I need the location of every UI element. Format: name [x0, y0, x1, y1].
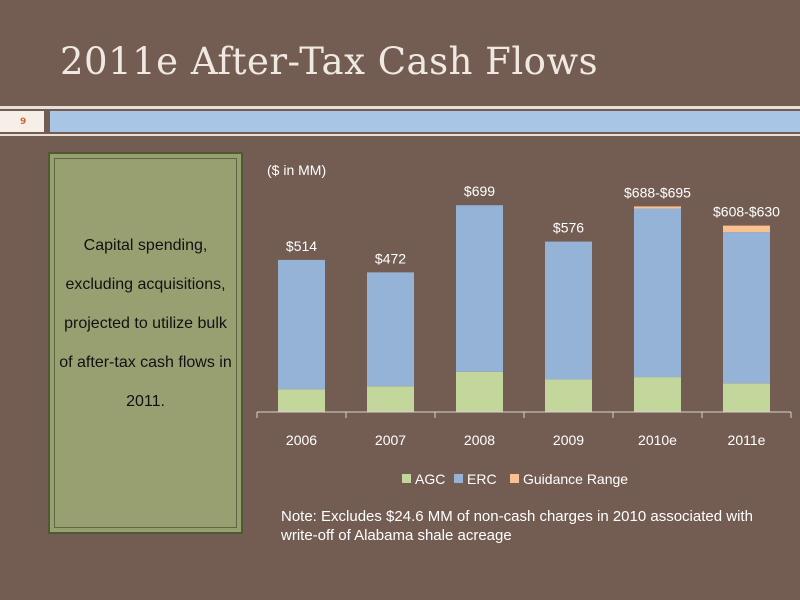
- x-tick-label-2011e: 2011e: [728, 432, 766, 448]
- x-tick-label-2006: 2006: [286, 432, 317, 448]
- data-label-2010e: $688-$695: [624, 184, 691, 200]
- sidebar-panel-border: [54, 158, 237, 528]
- page-number: 9: [0, 111, 44, 132]
- legend-swatch-agc: [402, 474, 411, 483]
- sidebar-text: Capital spending, excluding acquisitions…: [59, 237, 232, 410]
- bar-agc-2007: [367, 386, 414, 412]
- x-tick-label-2008: 2008: [464, 432, 495, 448]
- bar-agc-2011e: [723, 383, 770, 412]
- cash-flow-chart: ($ in MM) $514 2006 $472 2007 $699 2008 $576 200…: [250, 150, 800, 500]
- x-tick-label-2009: 2009: [553, 432, 584, 448]
- bar-erc-2008: [456, 205, 503, 372]
- bar-agc-2009: [545, 379, 592, 412]
- sidebar-panel: Capital spending, excluding acquisitions…: [48, 152, 243, 534]
- data-label-2009: $576: [553, 220, 584, 236]
- bar-erc-2010e: [634, 208, 681, 378]
- legend-label-agc: AGC: [415, 471, 445, 487]
- bar-guidance-range-2010e: [634, 206, 681, 209]
- chart-svg: ($ in MM) $514 2006 $472 2007 $699 2008 $576 200…: [256, 162, 792, 487]
- bar-agc-2010e: [634, 377, 681, 412]
- x-tick-label-2007: 2007: [375, 432, 406, 448]
- legend-swatch-erc: [454, 474, 463, 483]
- data-label-2011e: $608-$630: [713, 204, 780, 220]
- bar-erc-2006: [278, 259, 325, 390]
- header-rule-bottom: [0, 134, 800, 136]
- bar-agc-2006: [278, 389, 325, 412]
- bar-erc-2007: [367, 272, 414, 387]
- x-tick-label-2010e: 2010e: [638, 432, 677, 448]
- bar-erc-2011e: [723, 232, 770, 384]
- header-rule-top: [0, 106, 800, 109]
- slide-title: 2011e After-Tax Cash Flows: [60, 40, 599, 83]
- data-label-2007: $472: [375, 250, 406, 266]
- data-label-2006: $514: [286, 238, 317, 254]
- header-band: [50, 111, 800, 132]
- bar-erc-2009: [545, 241, 592, 380]
- chart-unit-label: ($ in MM): [267, 162, 326, 178]
- legend-label-guidance-range: Guidance Range: [523, 471, 628, 487]
- bar-guidance-range-2011e: [723, 225, 770, 233]
- legend-label-erc: ERC: [467, 471, 497, 487]
- footnote: Note: Excludes $24.6 MM of non-cash char…: [281, 508, 753, 544]
- data-label-2008: $699: [464, 183, 495, 199]
- legend-swatch-guidance-range: [510, 474, 519, 483]
- bar-agc-2008: [456, 371, 503, 412]
